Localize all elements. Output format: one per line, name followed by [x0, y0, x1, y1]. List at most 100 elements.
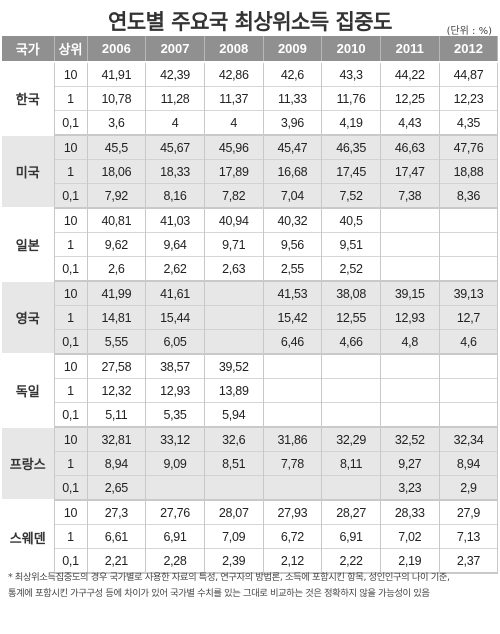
table-row: 0,1 2,21 2,28 2,39 2,12 2,22 2,19 2,37 [2, 548, 499, 574]
value-cell: 27,93 [263, 499, 323, 525]
header-country: 국가 [2, 36, 55, 62]
value-cell: 40,5 [321, 207, 381, 233]
value-cell: 7,02 [380, 524, 440, 549]
value-cell [380, 353, 440, 379]
value-cell: 2,22 [321, 548, 381, 574]
value-cell: 9,71 [204, 232, 264, 257]
value-cell: 2,65 [87, 475, 147, 501]
value-cell: 2,21 [87, 548, 147, 574]
value-cell [204, 475, 264, 501]
value-cell: 18,06 [87, 159, 147, 184]
rank-cell: 0,1 [54, 475, 88, 501]
value-cell: 2,9 [439, 475, 499, 501]
table-row: 0,1 5,11 5,35 5,94 [2, 402, 499, 428]
value-cell [204, 280, 264, 306]
value-cell: 2,62 [145, 256, 205, 282]
value-cell: 41,53 [263, 280, 323, 306]
header-rank: 상위 [54, 36, 88, 62]
value-cell: 2,52 [321, 256, 381, 282]
value-cell: 8,94 [439, 451, 499, 476]
value-cell: 8,11 [321, 451, 381, 476]
value-cell: 28,07 [204, 499, 264, 525]
value-cell: 32,81 [87, 426, 147, 452]
value-cell: 17,89 [204, 159, 264, 184]
table-row: 1 14,81 15,44 15,42 12,55 12,93 12,7 [2, 305, 499, 330]
table-row: 일본 10 40,81 41,03 40,94 40,32 40,5 [2, 207, 499, 281]
value-cell: 44,87 [439, 61, 499, 87]
value-cell: 11,76 [321, 86, 381, 111]
value-cell: 6,05 [145, 329, 205, 355]
table-row: 0,1 2,6 2,62 2,63 2,55 2,52 [2, 256, 499, 282]
value-cell [204, 305, 264, 330]
country-name: 영국 [2, 280, 55, 354]
value-cell: 3,96 [263, 110, 323, 136]
value-cell: 43,3 [321, 61, 381, 87]
value-cell: 7,82 [204, 183, 264, 209]
value-cell: 9,56 [263, 232, 323, 257]
value-cell: 7,52 [321, 183, 381, 209]
value-cell [263, 378, 323, 403]
value-cell: 2,39 [204, 548, 264, 574]
rank-cell: 10 [54, 134, 88, 160]
rank-cell: 0,1 [54, 402, 88, 428]
value-cell [380, 232, 440, 257]
value-cell: 40,32 [263, 207, 323, 233]
rank-cell: 0,1 [54, 183, 88, 209]
value-cell: 6,61 [87, 524, 147, 549]
value-cell: 15,44 [145, 305, 205, 330]
value-cell: 10,78 [87, 86, 147, 111]
country-name: 프랑스 [2, 426, 55, 500]
value-cell: 9,27 [380, 451, 440, 476]
value-cell: 17,45 [321, 159, 381, 184]
value-cell: 2,63 [204, 256, 264, 282]
value-cell: 9,64 [145, 232, 205, 257]
value-cell: 16,68 [263, 159, 323, 184]
country-group: 스웨덴 10 27,3 27,76 28,07 27,93 28,27 28,33 27,9 1 6… [2, 499, 499, 574]
value-cell: 4,19 [321, 110, 381, 136]
value-cell: 32,6 [204, 426, 264, 452]
value-cell: 2,19 [380, 548, 440, 574]
rank-cell: 1 [54, 305, 88, 330]
value-cell [380, 207, 440, 233]
value-cell: 7,92 [87, 183, 147, 209]
value-cell [380, 256, 440, 282]
value-cell [439, 256, 499, 282]
value-cell: 2,28 [145, 548, 205, 574]
table-row: 미국 10 45,5 45,67 45,96 45,47 46,35 46,63 47,76 [2, 134, 499, 208]
value-cell: 15,42 [263, 305, 323, 330]
value-cell: 32,34 [439, 426, 499, 452]
table-row: 영국 10 41,99 41,61 41,53 38,08 39,15 39,13 [2, 280, 499, 354]
table-row: 1 10,78 11,28 11,37 11,33 11,76 12,25 12,23 [2, 86, 499, 111]
value-cell: 42,39 [145, 61, 205, 87]
value-cell [439, 232, 499, 257]
header-year: 2010 [321, 36, 381, 62]
header-year: 2008 [204, 36, 264, 62]
value-cell: 39,52 [204, 353, 264, 379]
value-cell: 3,23 [380, 475, 440, 501]
value-cell [321, 378, 381, 403]
value-cell: 41,61 [145, 280, 205, 306]
rank-cell: 1 [54, 451, 88, 476]
value-cell [380, 402, 440, 428]
unit-label: (단위 : %) [446, 26, 492, 37]
value-cell [439, 353, 499, 379]
value-cell: 39,13 [439, 280, 499, 306]
value-cell: 8,16 [145, 183, 205, 209]
value-cell: 12,55 [321, 305, 381, 330]
rank-cell: 10 [54, 353, 88, 379]
country-group: 독일 10 27,58 38,57 39,52 1 12,32 12,93 13,89 0,1 5,… [2, 353, 499, 428]
country-group: 프랑스 10 32,81 33,12 32,6 31,86 32,29 32,52 32,34 1… [2, 426, 499, 501]
value-cell: 27,9 [439, 499, 499, 525]
value-cell: 12,32 [87, 378, 147, 403]
value-cell: 40,94 [204, 207, 264, 233]
value-cell: 8,94 [87, 451, 147, 476]
value-cell [380, 378, 440, 403]
footnote: * 최상위소득집중도의 경우 국가별로 사용한 자료의 특성, 연구자의 방법론… [8, 570, 496, 602]
value-cell: 13,89 [204, 378, 264, 403]
value-cell: 45,47 [263, 134, 323, 160]
country-group: 한국 10 41,91 42,39 42,86 42,6 43,3 44,22 44,87 1 10… [2, 61, 499, 136]
value-cell: 42,86 [204, 61, 264, 87]
value-cell: 12,93 [380, 305, 440, 330]
footnote-line: * 최상위소득집중도의 경우 국가별로 사용한 자료의 특성, 연구자의 방법론… [8, 572, 450, 583]
table-row: 1 18,06 18,33 17,89 16,68 17,45 17,47 18,88 [2, 159, 499, 184]
